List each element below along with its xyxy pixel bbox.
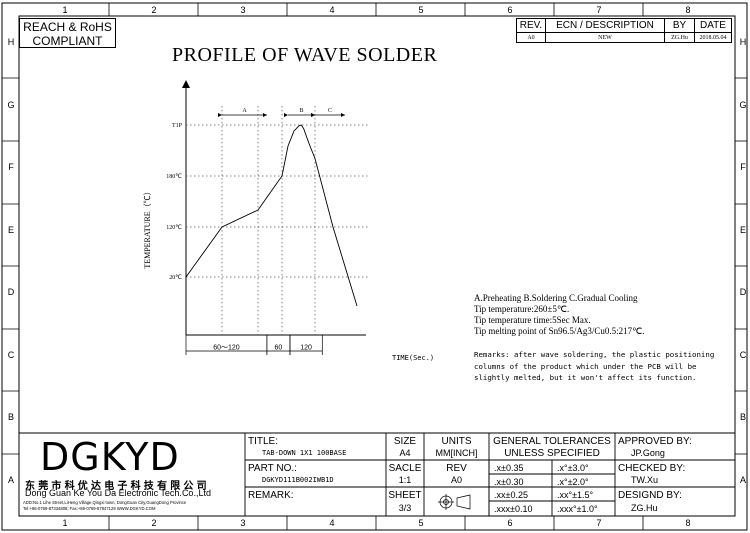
date-value: 2018.05.04: [694, 32, 732, 43]
zone-row-label: C: [7, 350, 15, 360]
zone-column-label: 3: [240, 518, 246, 528]
zone-row-label: A: [739, 475, 746, 485]
remarks-text: Remarks: after wave soldering, the plast…: [474, 350, 715, 382]
tolerance-cell: .xxx°±1.0°: [557, 503, 598, 514]
zone-column-label: 2: [151, 518, 157, 528]
compliance-line2: COMPLIANT: [32, 34, 103, 48]
zone-row-label: D: [7, 287, 15, 297]
zone-row-label: B: [739, 412, 746, 422]
tolerance-cell: .xx°±1.5°: [557, 490, 594, 500]
projection-icon: [438, 494, 471, 510]
units-label: UNITS: [441, 436, 472, 447]
zone-column-label: 3: [240, 5, 246, 15]
tolerance-cell: .x±0.35: [494, 463, 524, 473]
note-line: Tip temperature time:5Sec Max.: [474, 315, 591, 325]
page-title: PROFILE OF WAVE SOLDER: [172, 44, 438, 66]
remark-label: REMARK:: [248, 490, 294, 501]
zone-column-label: 5: [418, 5, 424, 15]
sheet-value: 3/3: [398, 503, 412, 513]
address-line: ADD:No.1 Lihe Street,LiHeng Village,Qing…: [23, 500, 187, 505]
scale-label: SACLE: [388, 463, 422, 474]
tolerance-cell: .x°±3.0°: [557, 463, 589, 473]
compliance-line1: REACH & RoHS: [23, 20, 112, 34]
revision-table: REV. ECN / DESCRIPTION BY DATE A0 NEW ZG…: [516, 18, 732, 43]
designed-value: ZG.Hu: [631, 503, 658, 513]
y-tick-label: 120℃: [166, 225, 182, 231]
tolerance-cell: .xxx±0.10: [494, 503, 533, 514]
title-label: TITLE:: [248, 436, 279, 447]
zone-row-label: G: [7, 100, 15, 110]
zone-row-label: E: [7, 225, 14, 235]
tolerance-cell: .xx±0.25: [494, 490, 528, 500]
zone-label: A: [242, 108, 247, 114]
zone-row-label: F: [8, 162, 14, 172]
tolerance-subheader: UNLESS SPECIFIED: [504, 448, 600, 459]
title-value: TAB-DOWN 1X1 100BASE: [262, 449, 347, 457]
approved-label: APPROVED BY:: [618, 436, 692, 447]
zone-column-label: 7: [596, 518, 602, 528]
zone-column-label: 2: [151, 5, 157, 15]
note-line: Tip temperature:260±5℃.: [474, 304, 570, 314]
time-segment-label: 120: [300, 345, 312, 352]
tolerance-cell: .x±0.30: [494, 476, 524, 487]
designed-label: DESIGND BY:: [618, 490, 682, 501]
part-value: DGKYD111B002IWB1D: [262, 476, 334, 484]
approved-value: JP.Gong: [631, 448, 665, 458]
tolerance-cell: .x°±2.0°: [557, 476, 589, 487]
company-logo: DGKYD: [40, 435, 180, 479]
y-axis-label: TEMPERATURE（℃）: [143, 187, 152, 268]
zone-row-label: B: [7, 412, 14, 422]
zone-column-label: 8: [685, 518, 691, 528]
zone-column-label: 5: [418, 518, 424, 528]
zone-row-label: H: [7, 37, 15, 47]
zone-column-label: 6: [507, 518, 513, 528]
rev-label: REV: [446, 463, 467, 474]
zone-row-label: D: [739, 287, 747, 297]
zone-label: C: [328, 108, 332, 114]
size-value: A4: [399, 448, 411, 458]
x-axis-label: TIME(Sec.): [392, 354, 434, 362]
tolerance-header: GENERAL TOLERANCES: [493, 436, 611, 447]
zone-column-label: 8: [685, 5, 691, 15]
checked-value: TW.Xu: [631, 475, 659, 485]
scale-value: 1:1: [398, 475, 412, 485]
temperature-curve: [185, 124, 358, 307]
process-notes: A.Preheating B.Soldering C.Gradual Cooli…: [474, 293, 645, 337]
zone-row-label: E: [739, 225, 746, 235]
zone-row-label: A: [7, 475, 14, 485]
zone-label: B: [299, 108, 303, 114]
compliance-box: REACH & RoHS COMPLIANT: [19, 18, 116, 48]
company-address: ADD:No.1 Lihe Street,LiHeng Village,Qing…: [23, 500, 245, 512]
checked-label: CHECKED BY:: [618, 463, 686, 474]
zone-column-label: 4: [329, 518, 335, 528]
note-line: A.Preheating B.Soldering C.Gradual Cooli…: [474, 293, 638, 303]
units-value: MM[INCH]: [435, 448, 478, 458]
wave-solder-profile-chart: A B C T1P 180℃ 120℃ 20℃ 60～120 60 120 TEMPERATU…: [143, 80, 434, 362]
zone-column-label: 4: [329, 5, 335, 15]
zone-column-label: 7: [596, 5, 602, 15]
time-segment-label: 60～120: [213, 345, 240, 352]
zone-column-label: 1: [62, 5, 68, 15]
y-tick-label: 20℃: [169, 275, 182, 281]
zone-row-label: F: [740, 162, 746, 172]
zone-column-label: 6: [507, 5, 513, 15]
part-label: PART NO.:: [248, 463, 297, 474]
note-line: Tip melting point of Sn96.5/Ag3/Cu0.5:21…: [474, 326, 645, 336]
contact-line: Tel:+86-0769-87334808; Fax:+86-0769-8784…: [23, 506, 156, 511]
zone-row-label: G: [739, 100, 747, 110]
zone-row-label: C: [739, 350, 747, 360]
zone-row-label: H: [739, 37, 747, 47]
sheet-label: SHEET: [388, 490, 422, 501]
y-tick-label: T1P: [172, 123, 183, 129]
size-label: SIZE: [393, 436, 417, 447]
company-name-cn: 东莞市科优达电子科技有限公司: [25, 481, 210, 492]
zone-column-label: 1: [62, 518, 68, 528]
company-name-en: Dong Guan Ke You Da Electronic Tech.Co.,…: [25, 488, 211, 498]
rev-block-value: A0: [450, 475, 462, 485]
y-tick-label: 180℃: [166, 174, 182, 180]
time-segment-label: 60: [275, 345, 283, 352]
